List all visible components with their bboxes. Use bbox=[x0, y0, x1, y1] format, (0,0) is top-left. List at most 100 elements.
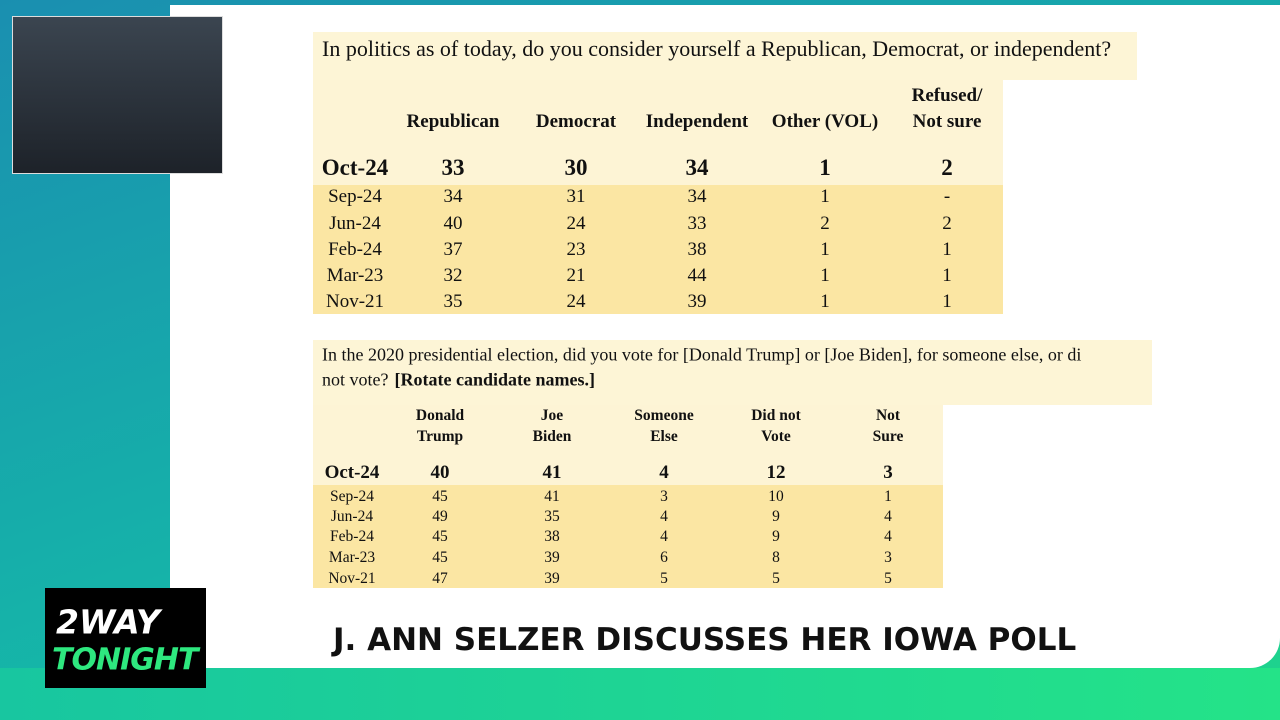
cell: 23 bbox=[566, 239, 586, 260]
row-label: Mar-23 bbox=[328, 549, 376, 566]
cell: 12 bbox=[766, 462, 786, 483]
logo-text: 2WAY bbox=[56, 602, 160, 642]
cell: 3 bbox=[660, 488, 668, 505]
question: In the 2020 presidential election, did y… bbox=[322, 344, 1082, 365]
column-header: Vote bbox=[761, 428, 791, 445]
column-header: Donald bbox=[415, 407, 465, 424]
cell: 1 bbox=[820, 186, 830, 207]
column-header: Someone bbox=[634, 407, 694, 424]
cell: 45 bbox=[432, 528, 448, 545]
cell: 49 bbox=[432, 508, 448, 525]
cell: 9 bbox=[772, 528, 780, 545]
t1-header-bg bbox=[313, 80, 1003, 185]
cell: 10 bbox=[768, 488, 784, 505]
column-header: Joe bbox=[540, 407, 564, 424]
webcam bbox=[12, 16, 223, 174]
cell: 4 bbox=[660, 508, 668, 525]
column-header: Not bbox=[875, 407, 901, 424]
cell: 1 bbox=[942, 291, 952, 312]
cell: 41 bbox=[542, 462, 562, 483]
column-header: Trump bbox=[416, 428, 464, 445]
cell: 37 bbox=[443, 239, 463, 260]
column-header: Republican bbox=[406, 111, 500, 132]
cell: 41 bbox=[544, 488, 560, 505]
cell: 4 bbox=[884, 528, 892, 545]
cell: 1 bbox=[820, 239, 830, 260]
cell: 38 bbox=[544, 528, 560, 545]
cell: 33 bbox=[441, 155, 465, 180]
cell: 35 bbox=[443, 291, 463, 312]
cell: 6 bbox=[660, 549, 668, 566]
logo-text: TONIGHT bbox=[52, 642, 198, 678]
row-label: Mar-23 bbox=[326, 265, 384, 286]
cell: 39 bbox=[544, 570, 560, 587]
cell: 2 bbox=[942, 213, 952, 234]
question: not vote? bbox=[322, 369, 389, 390]
cell: 1 bbox=[884, 488, 892, 505]
row-label: Feb-24 bbox=[330, 528, 374, 545]
cell: 5 bbox=[660, 570, 668, 587]
cell: 34 bbox=[687, 186, 707, 207]
cell: 34 bbox=[685, 155, 709, 180]
cell: 4 bbox=[660, 528, 668, 545]
instruction: [Rotate candidate names.] bbox=[394, 369, 595, 390]
cell: 4 bbox=[659, 462, 669, 483]
cell: 39 bbox=[687, 291, 707, 312]
cell: 5 bbox=[884, 570, 892, 587]
question: In politics as of today, do you consider… bbox=[322, 36, 1112, 61]
cell: 44 bbox=[687, 265, 707, 286]
cell: - bbox=[943, 186, 951, 207]
cell: 47 bbox=[432, 570, 448, 587]
row-label: Jun-24 bbox=[329, 213, 381, 234]
logo-box bbox=[45, 588, 206, 688]
cell: 45 bbox=[432, 488, 448, 505]
column-header: Biden bbox=[532, 428, 572, 445]
row-label: Nov-21 bbox=[325, 291, 385, 312]
row-label: Sep-24 bbox=[330, 488, 374, 505]
cell: 5 bbox=[772, 570, 780, 587]
caption: J. ANN SELZER DISCUSSES HER IOWA POLL bbox=[333, 622, 1077, 658]
cell: 4 bbox=[884, 508, 892, 525]
t2-question-bg bbox=[313, 340, 1152, 405]
cell: 40 bbox=[443, 213, 463, 234]
cell: 1 bbox=[820, 291, 830, 312]
column-header: Democrat bbox=[535, 111, 617, 132]
cell: 1 bbox=[819, 155, 831, 180]
cell: 24 bbox=[566, 291, 586, 312]
cell: 24 bbox=[566, 213, 586, 234]
row-label: Oct-24 bbox=[321, 155, 389, 180]
cell: 31 bbox=[566, 186, 586, 207]
row-label: Nov-21 bbox=[328, 570, 376, 587]
cell: 39 bbox=[544, 549, 560, 566]
cell: 45 bbox=[432, 549, 448, 566]
cell: 30 bbox=[564, 155, 588, 180]
t2-header-bg bbox=[313, 405, 943, 485]
cell: 3 bbox=[884, 549, 892, 566]
row-label: Sep-24 bbox=[328, 186, 382, 207]
t1-question-bg bbox=[313, 32, 1137, 80]
cell: 1 bbox=[942, 265, 952, 286]
row-label: Jun-24 bbox=[330, 508, 374, 525]
column-header: Not sure bbox=[912, 111, 982, 132]
cell: 9 bbox=[772, 508, 780, 525]
column-header: Other (VOL) bbox=[771, 111, 879, 132]
cell: 21 bbox=[566, 265, 586, 286]
cell: 32 bbox=[443, 265, 463, 286]
cell: 38 bbox=[687, 239, 707, 260]
column-header: Independent bbox=[645, 111, 749, 132]
green-band bbox=[0, 668, 1280, 720]
column-header: Else bbox=[650, 428, 678, 445]
cell: 33 bbox=[687, 213, 707, 234]
t2-rows-bg bbox=[313, 485, 943, 588]
cell: 35 bbox=[544, 508, 560, 525]
cell: 8 bbox=[772, 549, 780, 566]
cell: 2 bbox=[820, 213, 830, 234]
cell: 1 bbox=[820, 265, 830, 286]
column-header: Sure bbox=[872, 428, 904, 445]
cell: 2 bbox=[941, 155, 953, 180]
row-label: Oct-24 bbox=[324, 462, 380, 483]
cell: 3 bbox=[883, 462, 893, 483]
cell: 40 bbox=[430, 462, 450, 483]
cell: 1 bbox=[942, 239, 952, 260]
